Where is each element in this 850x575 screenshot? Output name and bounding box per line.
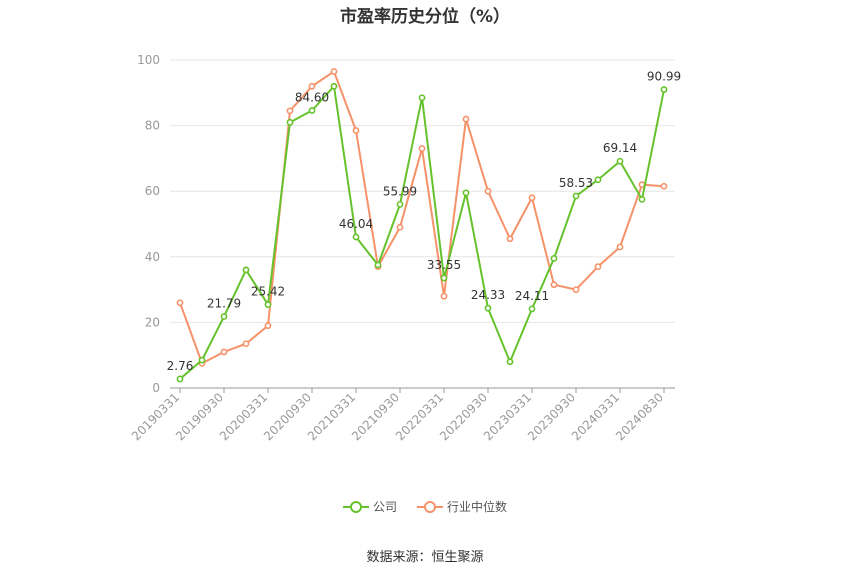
data-point-company[interactable]: [594, 176, 602, 184]
data-point-company[interactable]: [484, 304, 492, 312]
data-label: 33.55: [427, 258, 461, 272]
data-point-company[interactable]: [462, 189, 470, 197]
data-point-industry-median[interactable]: [176, 299, 184, 307]
data-point-company[interactable]: [220, 313, 228, 320]
data-label: 2.76: [167, 359, 194, 373]
data-point-industry-median[interactable]: [330, 68, 338, 75]
chart-title: 市盈率历史分位（%）: [339, 7, 511, 27]
data-point-industry-median[interactable]: [550, 281, 558, 289]
data-point-company[interactable]: [660, 86, 668, 93]
data-point-company[interactable]: [198, 356, 206, 364]
data-point-company[interactable]: [374, 261, 382, 269]
y-tick-label: 60: [145, 184, 160, 198]
pe-percentile-chart: 0204060801002019033120190930202003312020…: [129, 53, 682, 443]
data-point-industry-median[interactable]: [286, 107, 294, 115]
data-label: 21.79: [207, 297, 241, 311]
grid-lines: [170, 59, 675, 323]
data-point-industry-median[interactable]: [660, 182, 668, 190]
data-point-industry-median[interactable]: [440, 292, 448, 300]
data-point-industry-median[interactable]: [506, 235, 514, 243]
series-line-industry-median: [179, 70, 665, 365]
data-point-company[interactable]: [242, 266, 250, 274]
legend-label: 公司: [372, 500, 397, 514]
data-point-company[interactable]: [264, 301, 272, 309]
data-point-industry-median[interactable]: [220, 348, 228, 356]
data-point-industry-median[interactable]: [396, 223, 404, 231]
data-point-industry-median[interactable]: [308, 82, 316, 90]
axes: 0204060801002019033120190930202003312020…: [129, 53, 675, 443]
data-label: 58.53: [559, 176, 593, 190]
data-label: 46.04: [339, 217, 373, 231]
data-label: 24.11: [515, 289, 549, 303]
legend-line-circle-icon: [417, 500, 443, 514]
data-label: 90.99: [647, 70, 681, 84]
data-label: 84.60: [295, 91, 329, 105]
y-tick-label: 40: [145, 250, 160, 264]
data-point-company[interactable]: [330, 82, 338, 90]
data-point-company[interactable]: [616, 157, 624, 165]
y-tick-label: 0: [152, 381, 160, 395]
data-point-company[interactable]: [550, 255, 558, 262]
x-tick-label: 20240830: [613, 390, 666, 443]
data-point-company[interactable]: [352, 233, 360, 241]
data-label: 25.42: [251, 285, 285, 299]
data-point-company[interactable]: [418, 94, 426, 102]
data-point-industry-median[interactable]: [418, 145, 426, 152]
legend-item-company[interactable]: 公司: [342, 498, 397, 515]
y-tick-label: 80: [145, 119, 160, 133]
data-point-company[interactable]: [308, 107, 316, 114]
data-point-industry-median[interactable]: [616, 243, 624, 251]
y-tick-label: 20: [145, 315, 160, 329]
y-tick-label: 100: [137, 53, 160, 67]
legend-label: 行业中位数: [447, 500, 508, 514]
data-point-industry-median[interactable]: [352, 127, 360, 134]
legend: 公司 行业中位数: [0, 498, 850, 515]
data-point-industry-median[interactable]: [594, 263, 602, 271]
data-point-company[interactable]: [286, 118, 294, 126]
data-labels: 2.76 21.79 25.42 84.60 46.04 55.99 33.55 24.33 2…: [167, 70, 682, 373]
data-point-industry-median[interactable]: [572, 286, 580, 293]
data-point-company[interactable]: [506, 358, 514, 366]
data-point-company[interactable]: [572, 192, 580, 200]
data-point-company[interactable]: [440, 274, 448, 282]
series-lines: [176, 68, 668, 383]
data-point-industry-median[interactable]: [264, 322, 272, 330]
data-point-company[interactable]: [638, 195, 646, 203]
data-point-company[interactable]: [528, 305, 536, 313]
series-line-company: [179, 85, 665, 380]
data-label: 24.33: [471, 288, 505, 302]
data-point-industry-median[interactable]: [462, 115, 470, 123]
data-point-company[interactable]: [396, 200, 404, 208]
data-point-industry-median[interactable]: [242, 340, 250, 348]
data-label: 55.99: [383, 184, 417, 198]
legend-line-circle-icon: [342, 500, 369, 514]
source-note: 数据来源：恒生聚源: [366, 550, 484, 565]
legend-item-industry-median[interactable]: 行业中位数: [417, 498, 507, 515]
data-point-company[interactable]: [176, 375, 184, 383]
data-point-industry-median[interactable]: [484, 187, 492, 195]
data-point-industry-median[interactable]: [528, 194, 536, 202]
data-label: 69.14: [603, 141, 637, 155]
